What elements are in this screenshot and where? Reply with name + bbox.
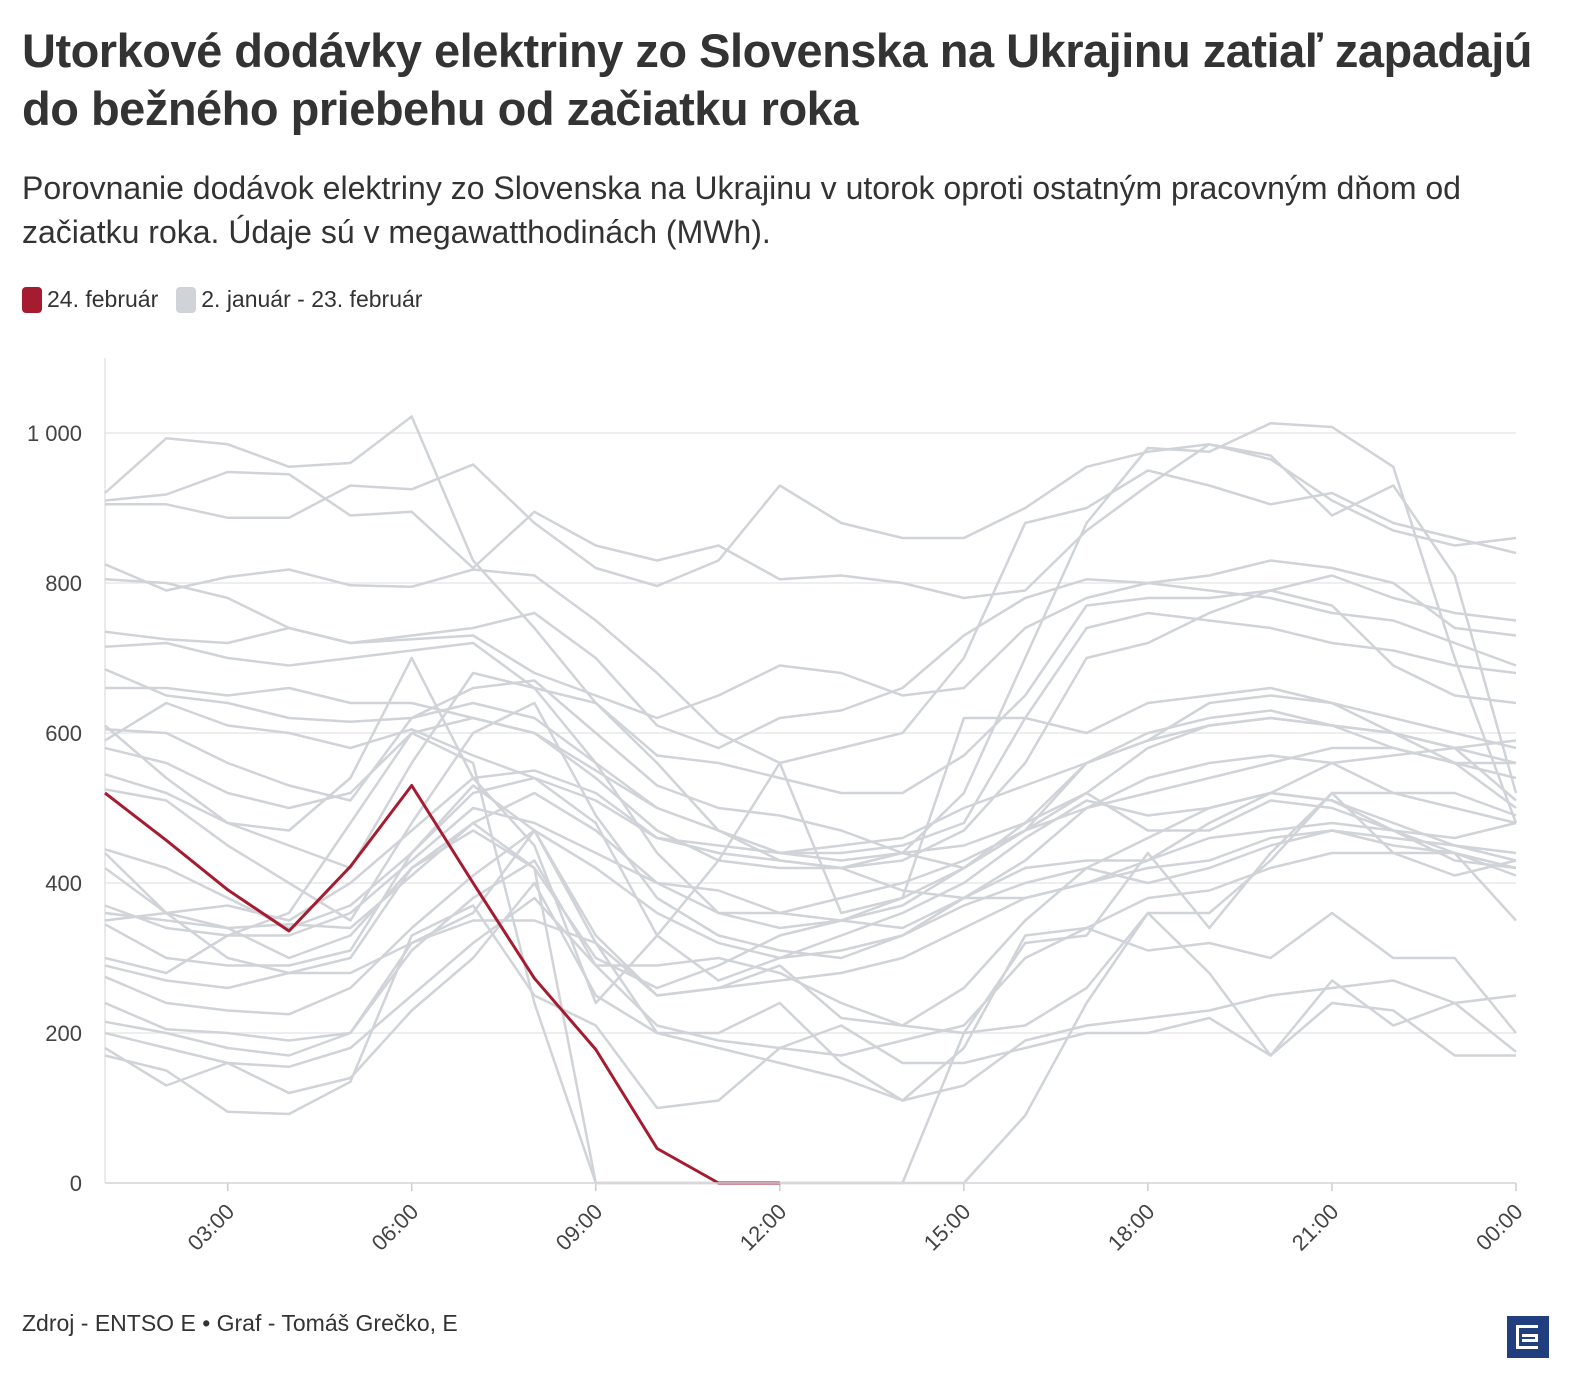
background-day-line — [104, 679, 1517, 870]
highlight-line-24-februar — [104, 784, 780, 1185]
background-day-line — [104, 739, 1517, 1016]
legend-swatch-gray — [176, 286, 197, 313]
x-tick-label: 12:00 — [735, 1199, 792, 1256]
chart-subtitle: Porovnanie dodávok elektriny zo Slovensk… — [22, 170, 1461, 250]
background-day-line — [104, 769, 1517, 922]
background-day-line — [104, 656, 1517, 1005]
background-day-line — [104, 671, 1517, 930]
background-day-line — [104, 851, 1517, 1069]
y-tick-label: 200 — [45, 1021, 82, 1046]
background-day-line — [104, 904, 1517, 1116]
y-tick-label: 0 — [70, 1171, 82, 1196]
background-day-line — [104, 746, 1516, 990]
background-day-line — [104, 443, 1517, 600]
background-day-line — [104, 611, 1517, 855]
legend-label: 24. február — [47, 286, 159, 312]
background-day-line — [104, 829, 1517, 1042]
background-day-line — [104, 881, 1517, 1102]
x-tick-label: 15:00 — [919, 1199, 976, 1256]
legend-item-background[interactable]: 2. január - 23. február — [176, 286, 422, 313]
legend: 24. február 2. január - 23. február — [22, 286, 432, 313]
background-day-line — [104, 589, 1517, 795]
legend-item-highlight[interactable]: 24. február — [22, 286, 158, 313]
legend-label: 2. január - 23. február — [201, 286, 423, 312]
source-credit: Zdroj - ENTSO E • Graf - Tomáš Grečko, E — [22, 1310, 458, 1336]
background-day-line — [104, 806, 1517, 937]
background-day-line — [104, 791, 1517, 960]
line-chart: 0 200 400 600 800 1 000 03:00 06:00 09:00 12:00 15… — [27, 358, 1528, 1256]
background-day-line — [104, 469, 1517, 765]
background-day-line — [104, 716, 1517, 855]
y-tick-label: 400 — [45, 871, 82, 896]
background-day-line — [104, 784, 1517, 967]
brand-logo — [1507, 1316, 1549, 1358]
y-tick-label: 800 — [45, 571, 82, 596]
x-tick-label: 21:00 — [1287, 1199, 1344, 1256]
x-tick-label: 00:00 — [1471, 1199, 1528, 1256]
chart-title: Utorkové dodávky elektriny zo Slovenska … — [22, 24, 1533, 135]
y-tick-label: 1 000 — [27, 421, 82, 446]
background-day-line — [104, 701, 1517, 960]
background-day-line — [104, 791, 1517, 1057]
x-tick-label: 03:00 — [183, 1199, 240, 1256]
x-tick-label: 18:00 — [1103, 1199, 1160, 1256]
x-tick-label: 09:00 — [551, 1199, 608, 1256]
y-tick-label: 600 — [45, 721, 82, 746]
logo-e-icon — [1516, 1325, 1538, 1349]
legend-swatch-red — [22, 286, 42, 313]
background-day-line — [104, 852, 1517, 1102]
background-day-line — [105, 574, 1517, 870]
background-day-line — [104, 581, 1517, 720]
x-tick-label: 06:00 — [367, 1199, 424, 1256]
